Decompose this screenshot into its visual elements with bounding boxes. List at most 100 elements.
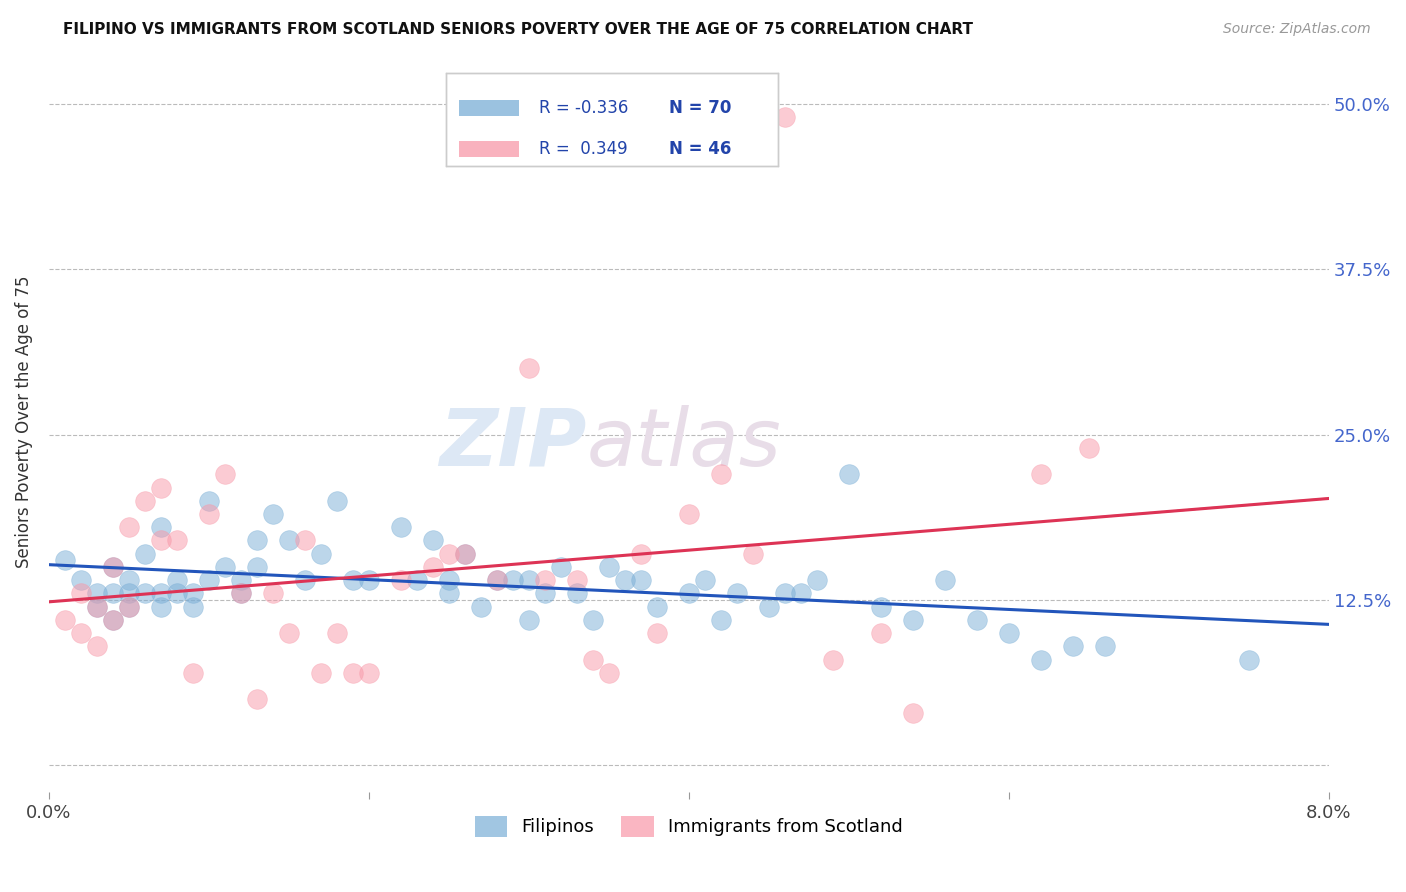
Point — [118, 520, 141, 534]
Point — [198, 493, 221, 508]
Point — [246, 560, 269, 574]
Legend: Filipinos, Immigrants from Scotland: Filipinos, Immigrants from Scotland — [465, 807, 912, 846]
Point — [485, 573, 508, 587]
Point — [86, 599, 108, 614]
Point — [773, 110, 796, 124]
Point — [1077, 441, 1099, 455]
Point — [422, 560, 444, 574]
Point — [134, 547, 156, 561]
Point — [342, 573, 364, 587]
Point — [101, 613, 124, 627]
Point — [214, 560, 236, 574]
Point — [118, 573, 141, 587]
Point — [309, 547, 332, 561]
Point — [678, 586, 700, 600]
Point — [454, 547, 477, 561]
Point — [70, 626, 93, 640]
Point — [550, 560, 572, 574]
Point — [485, 573, 508, 587]
Text: ZIP: ZIP — [439, 405, 586, 483]
Point — [517, 573, 540, 587]
Point — [294, 533, 316, 548]
Text: Source: ZipAtlas.com: Source: ZipAtlas.com — [1223, 22, 1371, 37]
Point — [326, 626, 349, 640]
Point — [262, 586, 284, 600]
Y-axis label: Seniors Poverty Over the Age of 75: Seniors Poverty Over the Age of 75 — [15, 275, 32, 567]
Point — [53, 613, 76, 627]
Point — [630, 547, 652, 561]
Point — [901, 706, 924, 720]
Point — [278, 533, 301, 548]
Point — [454, 547, 477, 561]
Point — [437, 547, 460, 561]
Point — [838, 467, 860, 482]
Point — [118, 599, 141, 614]
Point — [246, 692, 269, 706]
Point — [1237, 652, 1260, 666]
Point — [198, 573, 221, 587]
Point — [86, 586, 108, 600]
Point — [389, 520, 412, 534]
Point — [758, 599, 780, 614]
Point — [437, 573, 460, 587]
Point — [229, 586, 252, 600]
Point — [869, 599, 891, 614]
Point — [534, 573, 557, 587]
Point — [149, 599, 172, 614]
Point — [821, 652, 844, 666]
Point — [118, 586, 141, 600]
Point — [613, 573, 636, 587]
Point — [326, 493, 349, 508]
Point — [869, 626, 891, 640]
Point — [86, 640, 108, 654]
Point — [149, 481, 172, 495]
Point — [630, 573, 652, 587]
Point — [101, 560, 124, 574]
Point — [1029, 467, 1052, 482]
Point — [437, 586, 460, 600]
Point — [214, 467, 236, 482]
Point — [582, 652, 605, 666]
Point — [70, 573, 93, 587]
Point — [357, 665, 380, 680]
Point — [502, 573, 524, 587]
Point — [470, 599, 492, 614]
Point — [966, 613, 988, 627]
Text: FILIPINO VS IMMIGRANTS FROM SCOTLAND SENIORS POVERTY OVER THE AGE OF 75 CORRELAT: FILIPINO VS IMMIGRANTS FROM SCOTLAND SEN… — [63, 22, 973, 37]
Point — [181, 665, 204, 680]
Point — [565, 573, 588, 587]
Point — [1094, 640, 1116, 654]
Point — [342, 665, 364, 680]
Point — [246, 533, 269, 548]
Point — [693, 573, 716, 587]
Point — [773, 586, 796, 600]
Point — [710, 613, 733, 627]
Point — [70, 586, 93, 600]
Point — [149, 533, 172, 548]
Point — [229, 573, 252, 587]
Point — [294, 573, 316, 587]
Point — [422, 533, 444, 548]
Point — [149, 586, 172, 600]
Point — [389, 573, 412, 587]
Point — [678, 507, 700, 521]
Point — [534, 586, 557, 600]
Point — [118, 599, 141, 614]
Text: atlas: atlas — [586, 405, 782, 483]
Point — [1029, 652, 1052, 666]
Point — [86, 599, 108, 614]
Point — [309, 665, 332, 680]
Point — [101, 613, 124, 627]
Point — [1062, 640, 1084, 654]
Point — [517, 613, 540, 627]
Point — [406, 573, 429, 587]
Point — [517, 361, 540, 376]
Point — [934, 573, 956, 587]
Point — [166, 533, 188, 548]
Point — [101, 560, 124, 574]
Point — [262, 507, 284, 521]
Point — [645, 599, 668, 614]
Point — [710, 467, 733, 482]
Point — [598, 560, 620, 574]
Point — [149, 520, 172, 534]
